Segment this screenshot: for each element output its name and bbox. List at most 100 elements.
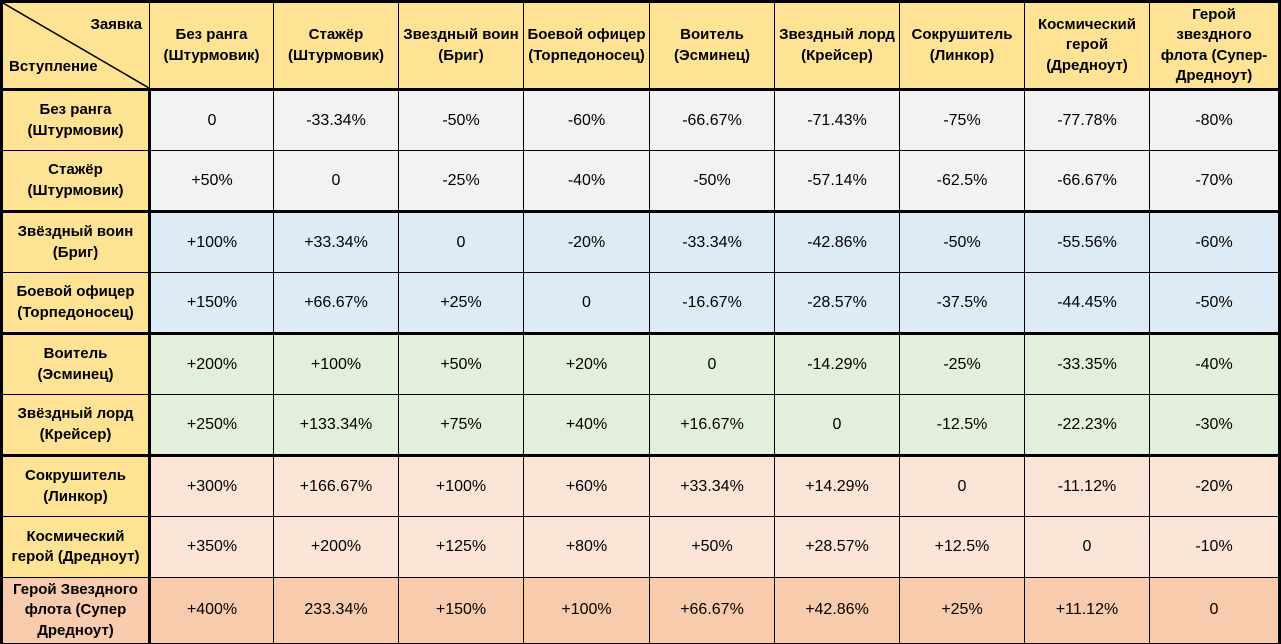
value-cell: +11.12% <box>1024 577 1150 644</box>
value-cell: 0 <box>273 150 399 213</box>
row-header: Стажёр (Штурмовик) <box>1 150 151 213</box>
value-cell: 0 <box>774 394 900 457</box>
value-cell: 0 <box>1149 577 1280 644</box>
value-cell: +125% <box>398 516 524 578</box>
value-cell: +200% <box>149 333 274 395</box>
value-cell: 0 <box>899 455 1025 517</box>
value-cell: 0 <box>1024 516 1150 578</box>
value-cell: +66.67% <box>273 272 399 335</box>
value-cell: -50% <box>899 211 1025 273</box>
value-cell: +100% <box>273 333 399 395</box>
value-cell: -30% <box>1149 394 1280 457</box>
value-cell: +250% <box>149 394 274 457</box>
header-row: Заявка Вступление Без ранга (Штурмовик) С… <box>1 1 1280 91</box>
value-cell: +100% <box>523 577 650 644</box>
value-cell: +75% <box>398 394 524 457</box>
value-cell: -40% <box>523 150 650 213</box>
value-cell: -33.34% <box>649 211 775 273</box>
value-cell: +14.29% <box>774 455 900 517</box>
value-cell: -55.56% <box>1024 211 1150 273</box>
value-cell: +350% <box>149 516 274 578</box>
value-cell: +50% <box>149 150 274 213</box>
value-cell: -62.5% <box>899 150 1025 213</box>
table-row: Сокрушитель (Линкор) +300% +166.67% +100% +6… <box>1 455 1280 517</box>
value-cell: +33.34% <box>273 211 399 273</box>
value-cell: +28.57% <box>774 516 900 578</box>
row-header: Воитель (Эсминец) <box>1 333 151 395</box>
value-cell: 233.34% <box>273 577 399 644</box>
value-cell: -33.34% <box>273 89 399 151</box>
value-cell: +50% <box>398 333 524 395</box>
value-cell: -33.35% <box>1024 333 1150 395</box>
value-cell: -25% <box>398 150 524 213</box>
corner-label-request: Заявка <box>90 16 142 33</box>
value-cell: -70% <box>1149 150 1280 213</box>
value-cell: +25% <box>899 577 1025 644</box>
value-cell: -44.45% <box>1024 272 1150 335</box>
value-cell: -75% <box>899 89 1025 151</box>
table-row: Герой Звездного флота (Супер Дредноут) +4… <box>1 577 1280 644</box>
value-cell: 0 <box>649 333 775 395</box>
value-cell: -22.23% <box>1024 394 1150 457</box>
value-cell: +16.67% <box>649 394 775 457</box>
value-cell: +300% <box>149 455 274 517</box>
value-cell: -25% <box>899 333 1025 395</box>
value-cell: +166.67% <box>273 455 399 517</box>
value-cell: -37.5% <box>899 272 1025 335</box>
row-header: Герой Звездного флота (Супер Дредноут) <box>1 577 151 644</box>
column-header: Без ранга (Штурмовик) <box>149 1 274 91</box>
value-cell: -11.12% <box>1024 455 1150 517</box>
value-cell: +150% <box>149 272 274 335</box>
value-cell: +200% <box>273 516 399 578</box>
value-cell: +400% <box>149 577 274 644</box>
row-header: Сокрушитель (Линкор) <box>1 455 151 517</box>
diagonal-divider <box>3 3 148 87</box>
row-header: Звёздный лорд (Крейсер) <box>1 394 151 457</box>
value-cell: -77.78% <box>1024 89 1150 151</box>
value-cell: -20% <box>523 211 650 273</box>
value-cell: +50% <box>649 516 775 578</box>
column-header: Звездный воин (Бриг) <box>398 1 524 91</box>
value-cell: -66.67% <box>649 89 775 151</box>
row-header: Без ранга (Штурмовик) <box>1 89 151 151</box>
value-cell: -50% <box>1149 272 1280 335</box>
value-cell: -57.14% <box>774 150 900 213</box>
value-cell: -80% <box>1149 89 1280 151</box>
value-cell: +100% <box>398 455 524 517</box>
value-cell: +60% <box>523 455 650 517</box>
value-cell: +25% <box>398 272 524 335</box>
value-cell: -16.67% <box>649 272 775 335</box>
row-header: Космический герой (Дредноут) <box>1 516 151 578</box>
value-cell: +150% <box>398 577 524 644</box>
value-cell: -10% <box>1149 516 1280 578</box>
value-cell: +40% <box>523 394 650 457</box>
value-cell: 0 <box>398 211 524 273</box>
value-cell: -12.5% <box>899 394 1025 457</box>
value-cell: -28.57% <box>774 272 900 335</box>
table-row: Стажёр (Штурмовик) +50% 0 -25% -40% -50% -57.1… <box>1 150 1280 213</box>
corner-cell: Заявка Вступление <box>1 1 150 91</box>
value-cell: +42.86% <box>774 577 900 644</box>
column-header: Космический герой (Дредноут) <box>1024 1 1150 91</box>
value-cell: -40% <box>1149 333 1280 395</box>
value-cell: +66.67% <box>649 577 775 644</box>
value-cell: 0 <box>523 272 650 335</box>
column-header: Сокрушитель (Линкор) <box>899 1 1025 91</box>
value-cell: -14.29% <box>774 333 900 395</box>
table-row: Звёздный лорд (Крейсер) +250% +133.34% +75%… <box>1 394 1280 457</box>
column-header: Стажёр (Штурмовик) <box>273 1 399 91</box>
value-cell: +80% <box>523 516 650 578</box>
value-cell: -66.67% <box>1024 150 1150 213</box>
value-cell: -60% <box>523 89 650 151</box>
value-cell: +20% <box>523 333 650 395</box>
row-header: Боевой офицер (Торпедоносец) <box>1 272 151 335</box>
column-header: Звездный лорд (Крейсер) <box>774 1 900 91</box>
value-cell: -42.86% <box>774 211 900 273</box>
value-cell: +133.34% <box>273 394 399 457</box>
corner-label-join: Вступление <box>9 57 98 75</box>
value-cell: +100% <box>149 211 274 273</box>
column-header: Герой звездного флота (Супер-Дредноут) <box>1149 1 1280 91</box>
value-cell: -20% <box>1149 455 1280 517</box>
value-cell: -50% <box>398 89 524 151</box>
value-cell: +12.5% <box>899 516 1025 578</box>
